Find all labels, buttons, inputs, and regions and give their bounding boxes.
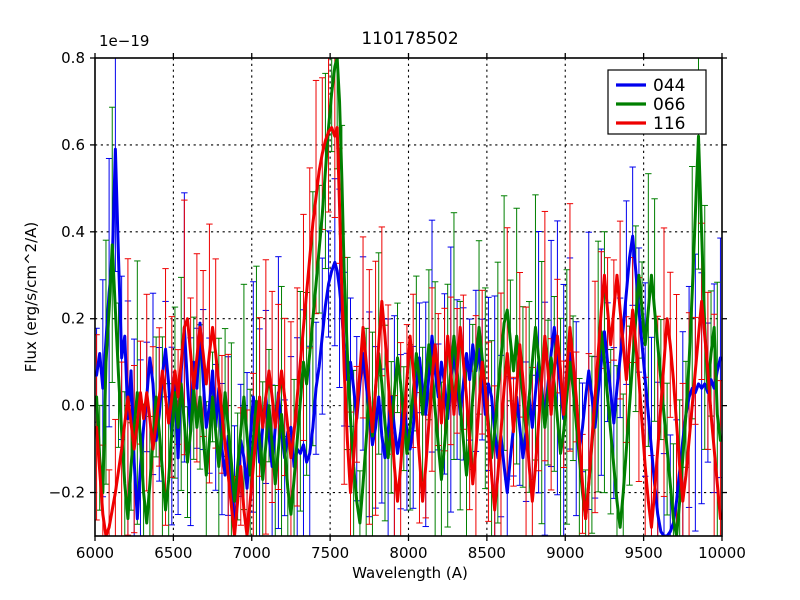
y-tick-label: 0.2	[61, 310, 85, 328]
x-tick-labels: 6000 6500 7000 7500 8000 8500 9000 9500 10000	[76, 544, 746, 562]
x-tick-label: 6500	[154, 544, 192, 562]
y-tick-label: 0.0	[61, 397, 85, 415]
series-layer	[95, 58, 722, 536]
y-axis-offset-label: 1e−19	[99, 32, 149, 50]
x-tick-label: 10000	[698, 544, 746, 562]
legend-label-044: 044	[653, 76, 685, 96]
series-line-066	[95, 58, 722, 536]
x-axis-label: Wavelength (A)	[352, 564, 468, 582]
axes-ticks	[90, 53, 727, 541]
y-tick-labels: −0.2 0.0 0.2 0.4 0.6 0.8	[49, 49, 85, 502]
legend-label-066: 066	[653, 95, 685, 115]
series-line-116	[95, 126, 722, 536]
y-tick-label: 0.6	[61, 136, 85, 154]
x-tick-label: 8500	[468, 544, 506, 562]
legend-label-116: 116	[653, 114, 685, 134]
y-axis-label: Flux (erg/s/cm^2/A)	[22, 222, 40, 373]
page-title: 110178502	[361, 29, 458, 49]
x-tick-label: 8000	[389, 544, 427, 562]
y-tick-label: 0.8	[61, 49, 85, 67]
x-tick-label: 6000	[76, 544, 114, 562]
y-tick-label: 0.4	[61, 223, 85, 241]
x-tick-label: 9500	[625, 544, 663, 562]
x-tick-label: 7000	[233, 544, 271, 562]
x-tick-label: 7500	[311, 544, 349, 562]
x-tick-label: 9000	[546, 544, 584, 562]
y-tick-label: −0.2	[49, 484, 85, 502]
